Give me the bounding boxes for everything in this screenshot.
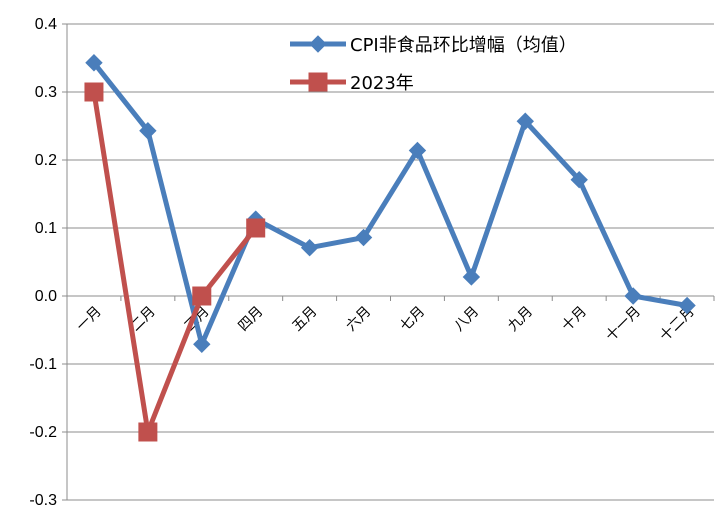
data-point (300, 239, 319, 257)
y-tick-label: 0.3 (35, 84, 57, 101)
y-tick-label: -0.1 (29, 356, 57, 373)
series-line (91, 61, 688, 347)
x-tick-label: 七月 (397, 304, 428, 335)
data-point (84, 82, 104, 102)
series-group (84, 54, 696, 442)
x-tick-label: 十二月 (657, 304, 698, 345)
axes (66, 24, 715, 500)
y-tick-label: 0.4 (35, 16, 57, 33)
data-point (246, 218, 266, 238)
data-point (139, 122, 157, 140)
data-point (462, 268, 481, 286)
x-tick-label: 八月 (451, 304, 482, 335)
x-tick-label: 十一月 (603, 304, 644, 345)
y-tick-label: -0.2 (29, 424, 57, 441)
data-point (192, 286, 212, 306)
x-tick-label: 一月 (74, 304, 105, 335)
data-point (309, 35, 327, 53)
x-tick-label: 九月 (505, 304, 536, 335)
data-point (570, 171, 588, 189)
y-tick-label: 0.2 (35, 152, 57, 169)
x-tick-label: 六月 (343, 304, 374, 335)
x-tick-label: 四月 (235, 304, 266, 335)
data-point (624, 287, 642, 305)
data-point (85, 54, 103, 72)
data-point (308, 72, 328, 92)
legend-label: CPI非食品环比增幅（均值） (350, 35, 577, 56)
series-line (91, 91, 258, 435)
y-tick-label: 0.0 (35, 288, 57, 305)
data-point (678, 296, 696, 315)
data-point (516, 112, 534, 130)
data-point (408, 141, 427, 160)
series-2 (84, 82, 266, 442)
series-1 (85, 54, 696, 353)
y-axis-ticks: -0.3 -0.2 -0.1 0.0 0.1 0.2 0.3 0.4 (29, 16, 67, 509)
legend-item: CPI非食品环比增幅（均值） (290, 35, 577, 56)
legend-label: 2023年 (350, 73, 414, 94)
x-tick-label: 十月 (559, 304, 590, 335)
legend-item: 2023年 (290, 72, 414, 94)
y-tick-label: 0.1 (35, 220, 57, 237)
legend: CPI非食品环比增幅（均值） 2023年 (290, 35, 577, 94)
x-axis-ticks: 一月 二月 三月 四月 五月 六月 七月 八月 九月 十月 十一月 十二月 (74, 304, 698, 345)
data-point (193, 335, 211, 353)
data-point (138, 422, 158, 442)
data-point (354, 228, 373, 247)
x-tick-label: 五月 (289, 304, 320, 335)
y-tick-label: -0.3 (29, 492, 57, 509)
